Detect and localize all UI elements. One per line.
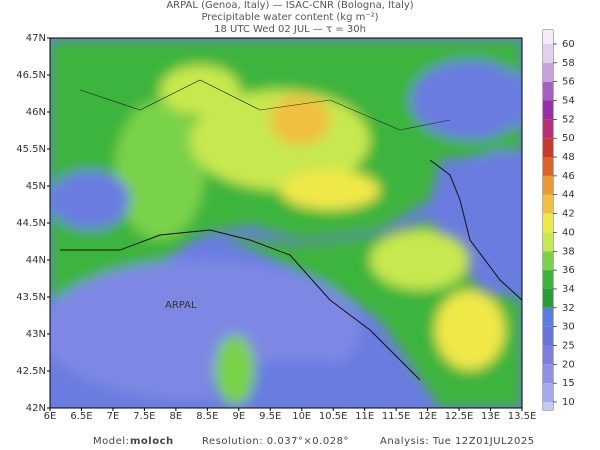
colorbar-label: 46 <box>562 171 575 182</box>
colorbar-segment <box>543 251 553 271</box>
colorbar-label: 34 <box>562 284 575 295</box>
colorbar-label: 40 <box>562 227 575 238</box>
colorbar-end <box>543 30 553 44</box>
y-tick-label: 46.5N <box>16 70 46 81</box>
colorbar-segment <box>543 100 553 120</box>
footer-resolution: Resolution: 0.037°×0.028° <box>202 436 349 447</box>
colorbar-segment <box>543 288 553 308</box>
y-tick-label: 45N <box>26 181 46 192</box>
colorbar-label: 25 <box>562 340 575 351</box>
y-tick-label: 47N <box>26 33 46 44</box>
colorbar-segment <box>543 119 553 139</box>
x-tick-label: 7.5E <box>133 411 155 422</box>
y-tick-label: 44N <box>26 255 46 266</box>
y-tick-label: 43.5N <box>16 292 46 303</box>
watermark: ARPAL <box>165 300 197 311</box>
footer-model: moloch <box>130 436 174 447</box>
colorbar-segment <box>543 81 553 101</box>
colorbar-segment <box>543 62 553 82</box>
footer-label: Model: <box>93 436 129 447</box>
colorbar-end <box>543 402 553 410</box>
colorbar-segment <box>543 307 553 327</box>
title-line: Precipitable water content (kg m⁻²) <box>201 12 378 23</box>
x-tick-label: 6.5E <box>70 411 92 422</box>
x-tick-label: 13E <box>481 411 500 422</box>
x-tick-label: 12.5E <box>445 411 474 422</box>
colorbar-label: 32 <box>562 303 575 314</box>
colorbar-label: 52 <box>562 114 575 125</box>
colorbar-label: 10 <box>562 397 575 408</box>
colorbar-label: 30 <box>562 322 575 333</box>
x-tick-label: 9.5E <box>259 411 281 422</box>
colorbar-segment <box>543 44 553 63</box>
y-tick-label: 46N <box>26 107 46 118</box>
colorbar-label: 20 <box>562 359 575 370</box>
colorbar-label: 44 <box>562 190 575 201</box>
colorbar-label: 15 <box>562 378 575 389</box>
x-tick-label: 10.5E <box>319 411 348 422</box>
y-tick-label: 45.5N <box>16 144 46 155</box>
colorbar: 10 15 20 25 30 32 34 36 38 40 42 44 46 48 50 52 54 56 58 60 <box>543 30 575 410</box>
title-line: 18 UTC Wed 02 JUL — τ = 30h <box>214 24 366 35</box>
colorbar-label: 48 <box>562 152 575 163</box>
colorbar-segment <box>543 213 553 233</box>
y-tick-label: 43N <box>26 329 46 340</box>
x-tick-label: 12E <box>418 411 437 422</box>
colorbar-label: 36 <box>562 265 575 276</box>
colorbar-segment <box>543 194 553 214</box>
colorbar-segment <box>543 175 553 195</box>
x-tick-label: 9E <box>232 411 245 422</box>
colorbar-segment <box>543 157 553 176</box>
y-tick-label: 42.5N <box>16 366 46 377</box>
x-tick-label: 8.5E <box>196 411 218 422</box>
colorbar-segment <box>543 383 553 402</box>
x-tick-label: 11.5E <box>382 411 411 422</box>
x-tick-label: 8E <box>170 411 183 422</box>
x-tick-label: 6E <box>44 411 57 422</box>
colorbar-label: 58 <box>562 58 575 69</box>
colorbar-segment <box>543 326 553 346</box>
map-field <box>50 38 522 408</box>
y-tick-label: 42N <box>26 403 46 414</box>
colorbar-segment <box>543 232 553 252</box>
x-tick-label: 10E <box>292 411 311 422</box>
colorbar-label: 54 <box>562 96 575 107</box>
colorbar-segment <box>543 138 553 158</box>
colorbar-segment <box>543 270 553 289</box>
x-tick-label: 13.5E <box>508 411 537 422</box>
colorbar-label: 42 <box>562 209 575 220</box>
title-line: ARPAL (Genoa, Italy) — ISAC-CNR (Bologna… <box>166 0 413 11</box>
colorbar-label: 38 <box>562 246 575 257</box>
colorbar-label: 50 <box>562 133 575 144</box>
colorbar-label: 56 <box>562 77 575 88</box>
colorbar-label: 60 <box>562 39 575 50</box>
footer-analysis: Analysis: Tue 12Z01JUL2025 <box>380 436 535 447</box>
x-tick-label: 11E <box>355 411 374 422</box>
colorbar-segment <box>543 364 553 384</box>
colorbar-segment <box>543 345 553 365</box>
x-tick-label: 7E <box>107 411 120 422</box>
y-tick-label: 44.5N <box>16 218 46 229</box>
